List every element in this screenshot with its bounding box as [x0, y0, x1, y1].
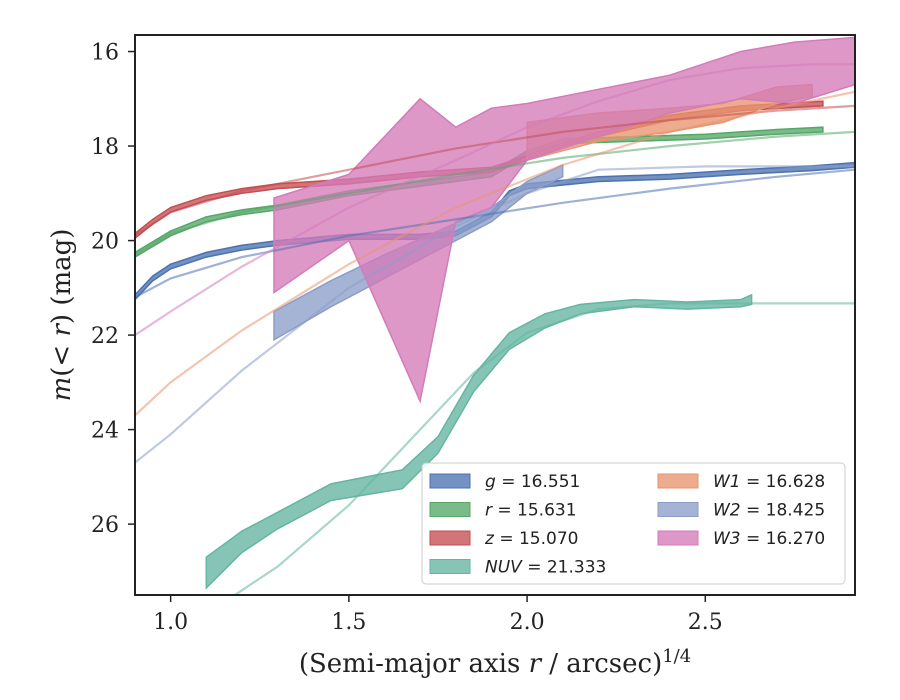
x-axis-title: (Semi-major axis r / arcsec)1/4 [299, 646, 691, 679]
y-axis: 16 18 20 22 24 26 [91, 41, 135, 538]
y-tick-label: 26 [91, 513, 119, 538]
y-tick-label: 16 [91, 41, 119, 66]
y-tick-label: 22 [91, 324, 119, 349]
y-axis-title: m(< r) (mag) [47, 229, 77, 402]
legend-label-z: z = 15.070 [484, 529, 578, 549]
series-models [135, 63, 855, 595]
legend-label-w3: W3 = 16.270 [713, 529, 825, 549]
x-tick-label: 1.0 [153, 610, 188, 635]
series-w3-model-line [135, 63, 855, 337]
legend-swatch-z [429, 530, 471, 546]
series-bands [135, 36, 855, 590]
legend-swatch-w2 [657, 502, 699, 517]
legend-label-w2: W2 = 18.425 [713, 501, 825, 521]
legend-swatch-g [429, 473, 471, 489]
legend-swatch-w1 [657, 473, 699, 489]
series-g-model-line [135, 168, 855, 299]
series-r-model-line [135, 130, 855, 256]
series-w3-band [273, 36, 855, 404]
legend-box [421, 462, 846, 585]
legend-label-r: r = 15.631 [485, 501, 577, 521]
plot-frame [134, 34, 856, 596]
legend-label-w1: W1 = 16.628 [713, 472, 825, 492]
y-tick-label: 24 [91, 419, 119, 444]
y-tick-label: 20 [91, 230, 119, 255]
x-tick-label: 2.5 [688, 610, 723, 635]
legend-label-g: g = 16.551 [485, 472, 580, 492]
series-w2-model-line [135, 165, 855, 464]
legend-swatch-r [429, 502, 471, 517]
legend-swatch-nuv [429, 559, 471, 574]
x-tick-label: 2.0 [510, 610, 545, 635]
series-nuv-model-line [234, 302, 855, 595]
x-axis: 1.0 1.5 2.0 2.5 [153, 595, 723, 635]
series-w1-model-line [135, 90, 855, 417]
legend-label-nuv: NUV = 21.333 [485, 558, 606, 578]
legend-swatch-w3 [657, 530, 699, 546]
y-tick-label: 18 [91, 135, 119, 160]
series-z-model-line [135, 104, 855, 237]
legend: g = 16.551 r = 15.631 z = 15.070 NUV = 21.3… [421, 462, 846, 585]
x-tick-label: 1.5 [331, 610, 366, 635]
